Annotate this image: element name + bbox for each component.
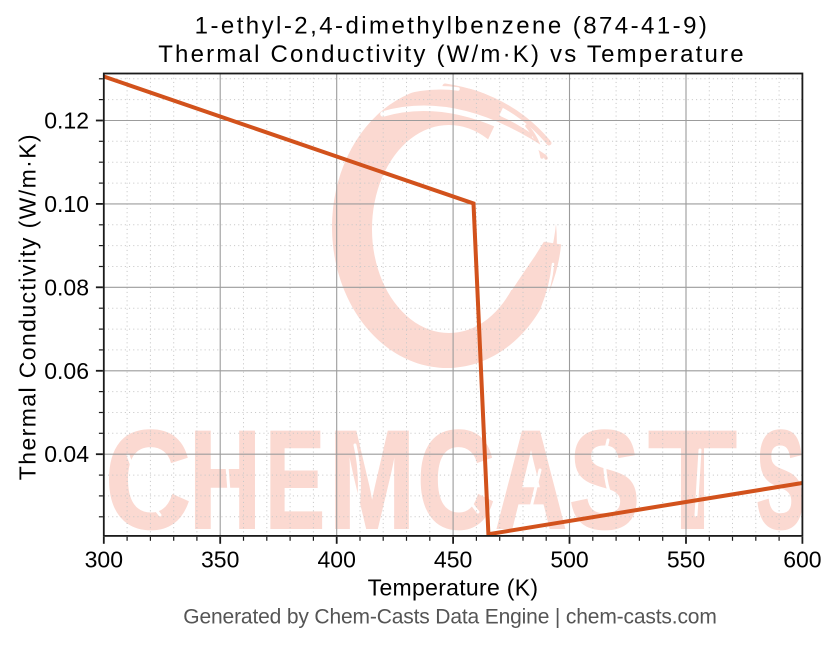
svg-text:S: S xyxy=(569,401,640,558)
svg-text:Thermal Conductivity (W/m·K): Thermal Conductivity (W/m·K) xyxy=(15,133,41,480)
svg-text:300: 300 xyxy=(85,547,123,573)
svg-text:T: T xyxy=(648,401,737,558)
svg-text:600: 600 xyxy=(783,547,821,573)
svg-text:C: C xyxy=(105,401,191,558)
svg-text:Thermal Conductivity (W/m·K) v: Thermal Conductivity (W/m·K) vs Temperat… xyxy=(158,41,746,68)
svg-text:H: H xyxy=(189,401,261,558)
svg-text:400: 400 xyxy=(318,547,356,573)
svg-text:M: M xyxy=(329,401,415,558)
svg-text:350: 350 xyxy=(201,547,239,573)
svg-text:Temperature (K): Temperature (K) xyxy=(368,574,539,600)
svg-text:E: E xyxy=(265,401,325,558)
svg-text:1-ethyl-2,4-dimethylbenzene (8: 1-ethyl-2,4-dimethylbenzene (874-41-9) xyxy=(195,13,710,40)
svg-text:500: 500 xyxy=(550,547,588,573)
svg-text:550: 550 xyxy=(667,547,705,573)
svg-text:S: S xyxy=(756,401,805,558)
svg-text:A: A xyxy=(495,401,567,558)
svg-text:450: 450 xyxy=(434,547,472,573)
svg-text:0.06: 0.06 xyxy=(44,358,89,384)
svg-text:0.04: 0.04 xyxy=(44,441,89,467)
svg-text:Generated by Chem-Casts Data E: Generated by Chem-Casts Data Engine | ch… xyxy=(183,606,716,629)
svg-text:0.12: 0.12 xyxy=(44,108,89,134)
svg-text:0.10: 0.10 xyxy=(44,191,89,217)
svg-text:0.08: 0.08 xyxy=(44,274,89,300)
